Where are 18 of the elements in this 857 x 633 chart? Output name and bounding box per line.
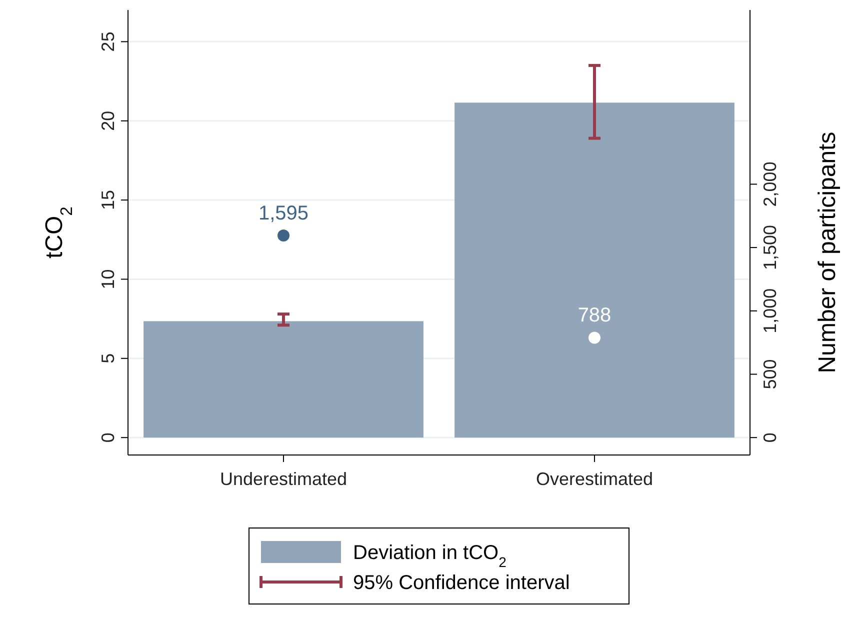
y2-tick-label: 1,500 <box>760 225 780 270</box>
y2-tick-label: 2,000 <box>760 162 780 207</box>
data-label: 788 <box>578 304 612 327</box>
y2-tick-label: 0 <box>760 432 780 443</box>
y-tick-label: 0 <box>98 432 118 443</box>
y-tick-label: 20 <box>98 110 118 131</box>
y-tick-label: 15 <box>98 190 118 210</box>
y2-tick-label: 1,000 <box>760 288 780 334</box>
y-tick-label: 25 <box>98 32 118 52</box>
text: 95% Confidence interval <box>353 572 570 594</box>
y2-tick-label: 500 <box>760 359 780 390</box>
y-tick-label: 10 <box>98 269 118 290</box>
data-label: 1,595 <box>258 202 309 225</box>
x-tick-label: Underestimated <box>220 469 348 489</box>
y2-axis-title: Number of participants <box>814 132 841 374</box>
y-tick-label: 5 <box>98 353 118 364</box>
x-tick-label: Overestimated <box>536 469 654 489</box>
legend-label: Deviation in tCO$_{2}$ <box>353 542 507 570</box>
